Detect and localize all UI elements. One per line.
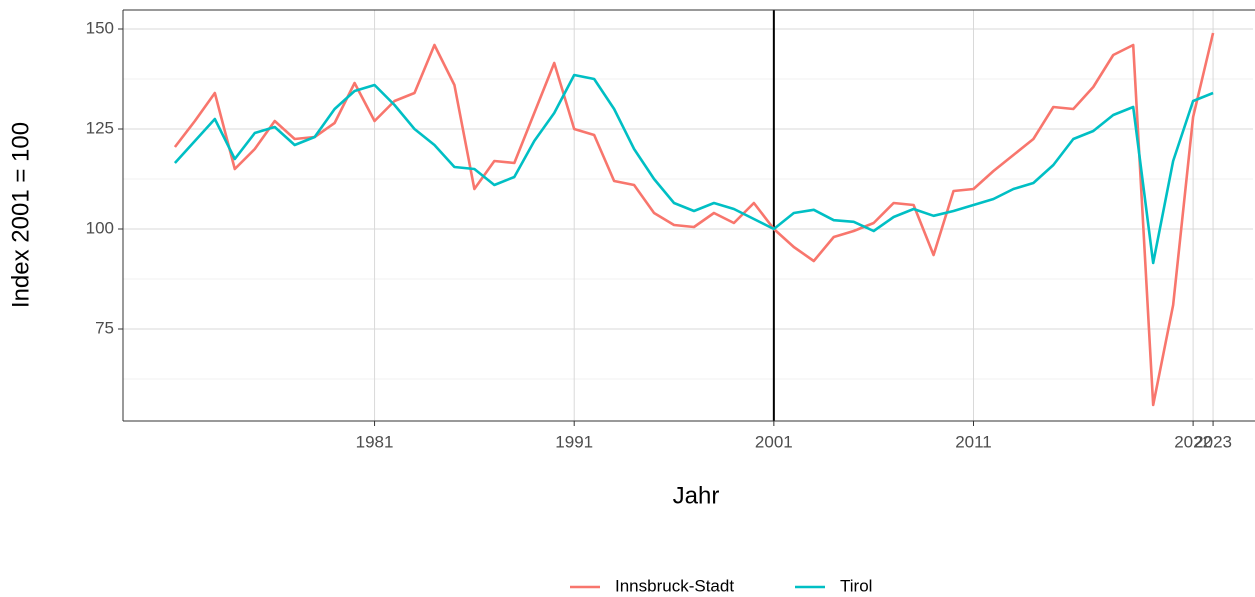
x-tick-label: 2001 (755, 432, 793, 451)
line-series (173, 32, 1215, 407)
legend-label: Tirol (840, 576, 872, 595)
y-tick-label: 100 (86, 218, 114, 237)
y-axis-title: Index 2001 = 100 (7, 122, 34, 308)
y-tick-label: 150 (86, 18, 114, 37)
y-tick-label: 125 (86, 118, 114, 137)
x-tick-label: 1991 (555, 432, 593, 451)
y-tick-label: 75 (95, 318, 114, 337)
x-tick-label: 2022 (1174, 432, 1212, 451)
x-tick-label: 2011 (955, 432, 992, 451)
x-tick-label: 1981 (356, 432, 394, 451)
line-series (173, 73, 1214, 265)
legend-label: Innsbruck-Stadt (615, 576, 734, 595)
x-tick-label: 2023 (1194, 432, 1232, 451)
x-axis-title: Jahr (673, 482, 720, 509)
